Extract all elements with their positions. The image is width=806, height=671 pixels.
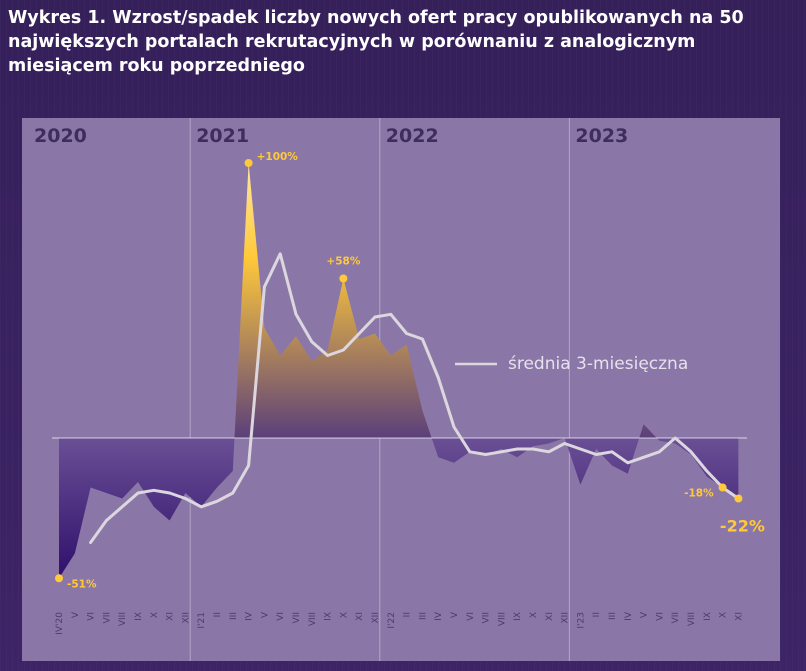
annotation-dot	[339, 274, 348, 283]
annotation-dot	[734, 494, 743, 503]
year-label: 2022	[386, 125, 439, 147]
x-tick-label: IX	[324, 612, 334, 621]
x-tick-label: XI	[166, 612, 176, 621]
year-label: 2020	[34, 125, 87, 147]
x-tick-label: I'22	[387, 612, 397, 629]
annotation-dot	[718, 483, 727, 492]
x-tick-label: VII	[671, 612, 681, 623]
annotation-label: +58%	[326, 256, 360, 268]
x-tick-label: VIII	[308, 612, 318, 626]
x-tick-label: III	[229, 612, 239, 620]
x-tick-label: VI	[466, 612, 476, 621]
x-tick-label: XII	[371, 612, 381, 623]
x-tick-label: IV	[624, 611, 634, 621]
x-tick-label: X	[339, 612, 349, 618]
x-tick-label: X	[719, 612, 729, 618]
x-tick-label: XI	[734, 612, 744, 621]
annotation-label: -51%	[67, 578, 97, 590]
annotation-dot	[55, 574, 63, 583]
x-tick-label: V	[260, 611, 270, 618]
x-tick-label: V	[71, 611, 81, 618]
x-tick-label: VIII	[497, 612, 507, 626]
area-positive	[59, 163, 739, 438]
x-tick-label: IV	[434, 611, 444, 621]
x-tick-label: XI	[545, 612, 555, 621]
x-tick-label: XII	[561, 612, 571, 623]
chart-title: Wykres 1. Wzrost/spadek liczby nowych of…	[8, 8, 744, 76]
x-tick-label: II	[213, 612, 223, 617]
x-tick-label: V	[450, 611, 460, 618]
year-label: 2021	[196, 125, 249, 147]
x-tick-label: VI	[87, 612, 97, 621]
x-tick-label: IX	[134, 612, 144, 621]
x-tick-label: X	[150, 612, 160, 618]
x-tick-label: VII	[482, 612, 492, 623]
x-tick-label: IV'20	[55, 612, 65, 635]
x-tick-label: IX	[513, 612, 523, 621]
x-tick-label: X	[529, 612, 539, 618]
average-line	[89, 252, 740, 544]
x-tick-label: VI	[655, 612, 665, 621]
legend-label: średnia 3-miesięczna	[508, 354, 688, 374]
x-tick-label: VI	[276, 612, 286, 621]
annotation-label: -18%	[684, 488, 714, 500]
x-tick-label: VII	[102, 612, 112, 623]
x-tick-label: II	[403, 612, 413, 617]
x-tick-label: VIII	[118, 612, 128, 626]
x-tick-label: V	[640, 611, 650, 618]
annotation-dot	[244, 159, 253, 167]
x-tick-label: VII	[292, 612, 302, 623]
annotation-label: -22%	[720, 517, 765, 536]
x-tick-label: II	[592, 612, 602, 617]
annotation-label: +100%	[257, 151, 299, 163]
x-tick-label: I'21	[197, 612, 207, 629]
x-tick-label: III	[418, 612, 428, 620]
x-tick-label: XI	[355, 612, 365, 621]
x-tick-label: VIII	[687, 612, 697, 626]
x-tick-label: XII	[181, 612, 191, 623]
year-label: 2023	[575, 125, 628, 147]
x-tick-label: III	[608, 612, 618, 620]
x-tick-label: IX	[703, 612, 713, 621]
x-tick-label: I'23	[576, 612, 586, 629]
x-tick-label: IV	[245, 611, 255, 621]
area-negative	[59, 438, 739, 579]
